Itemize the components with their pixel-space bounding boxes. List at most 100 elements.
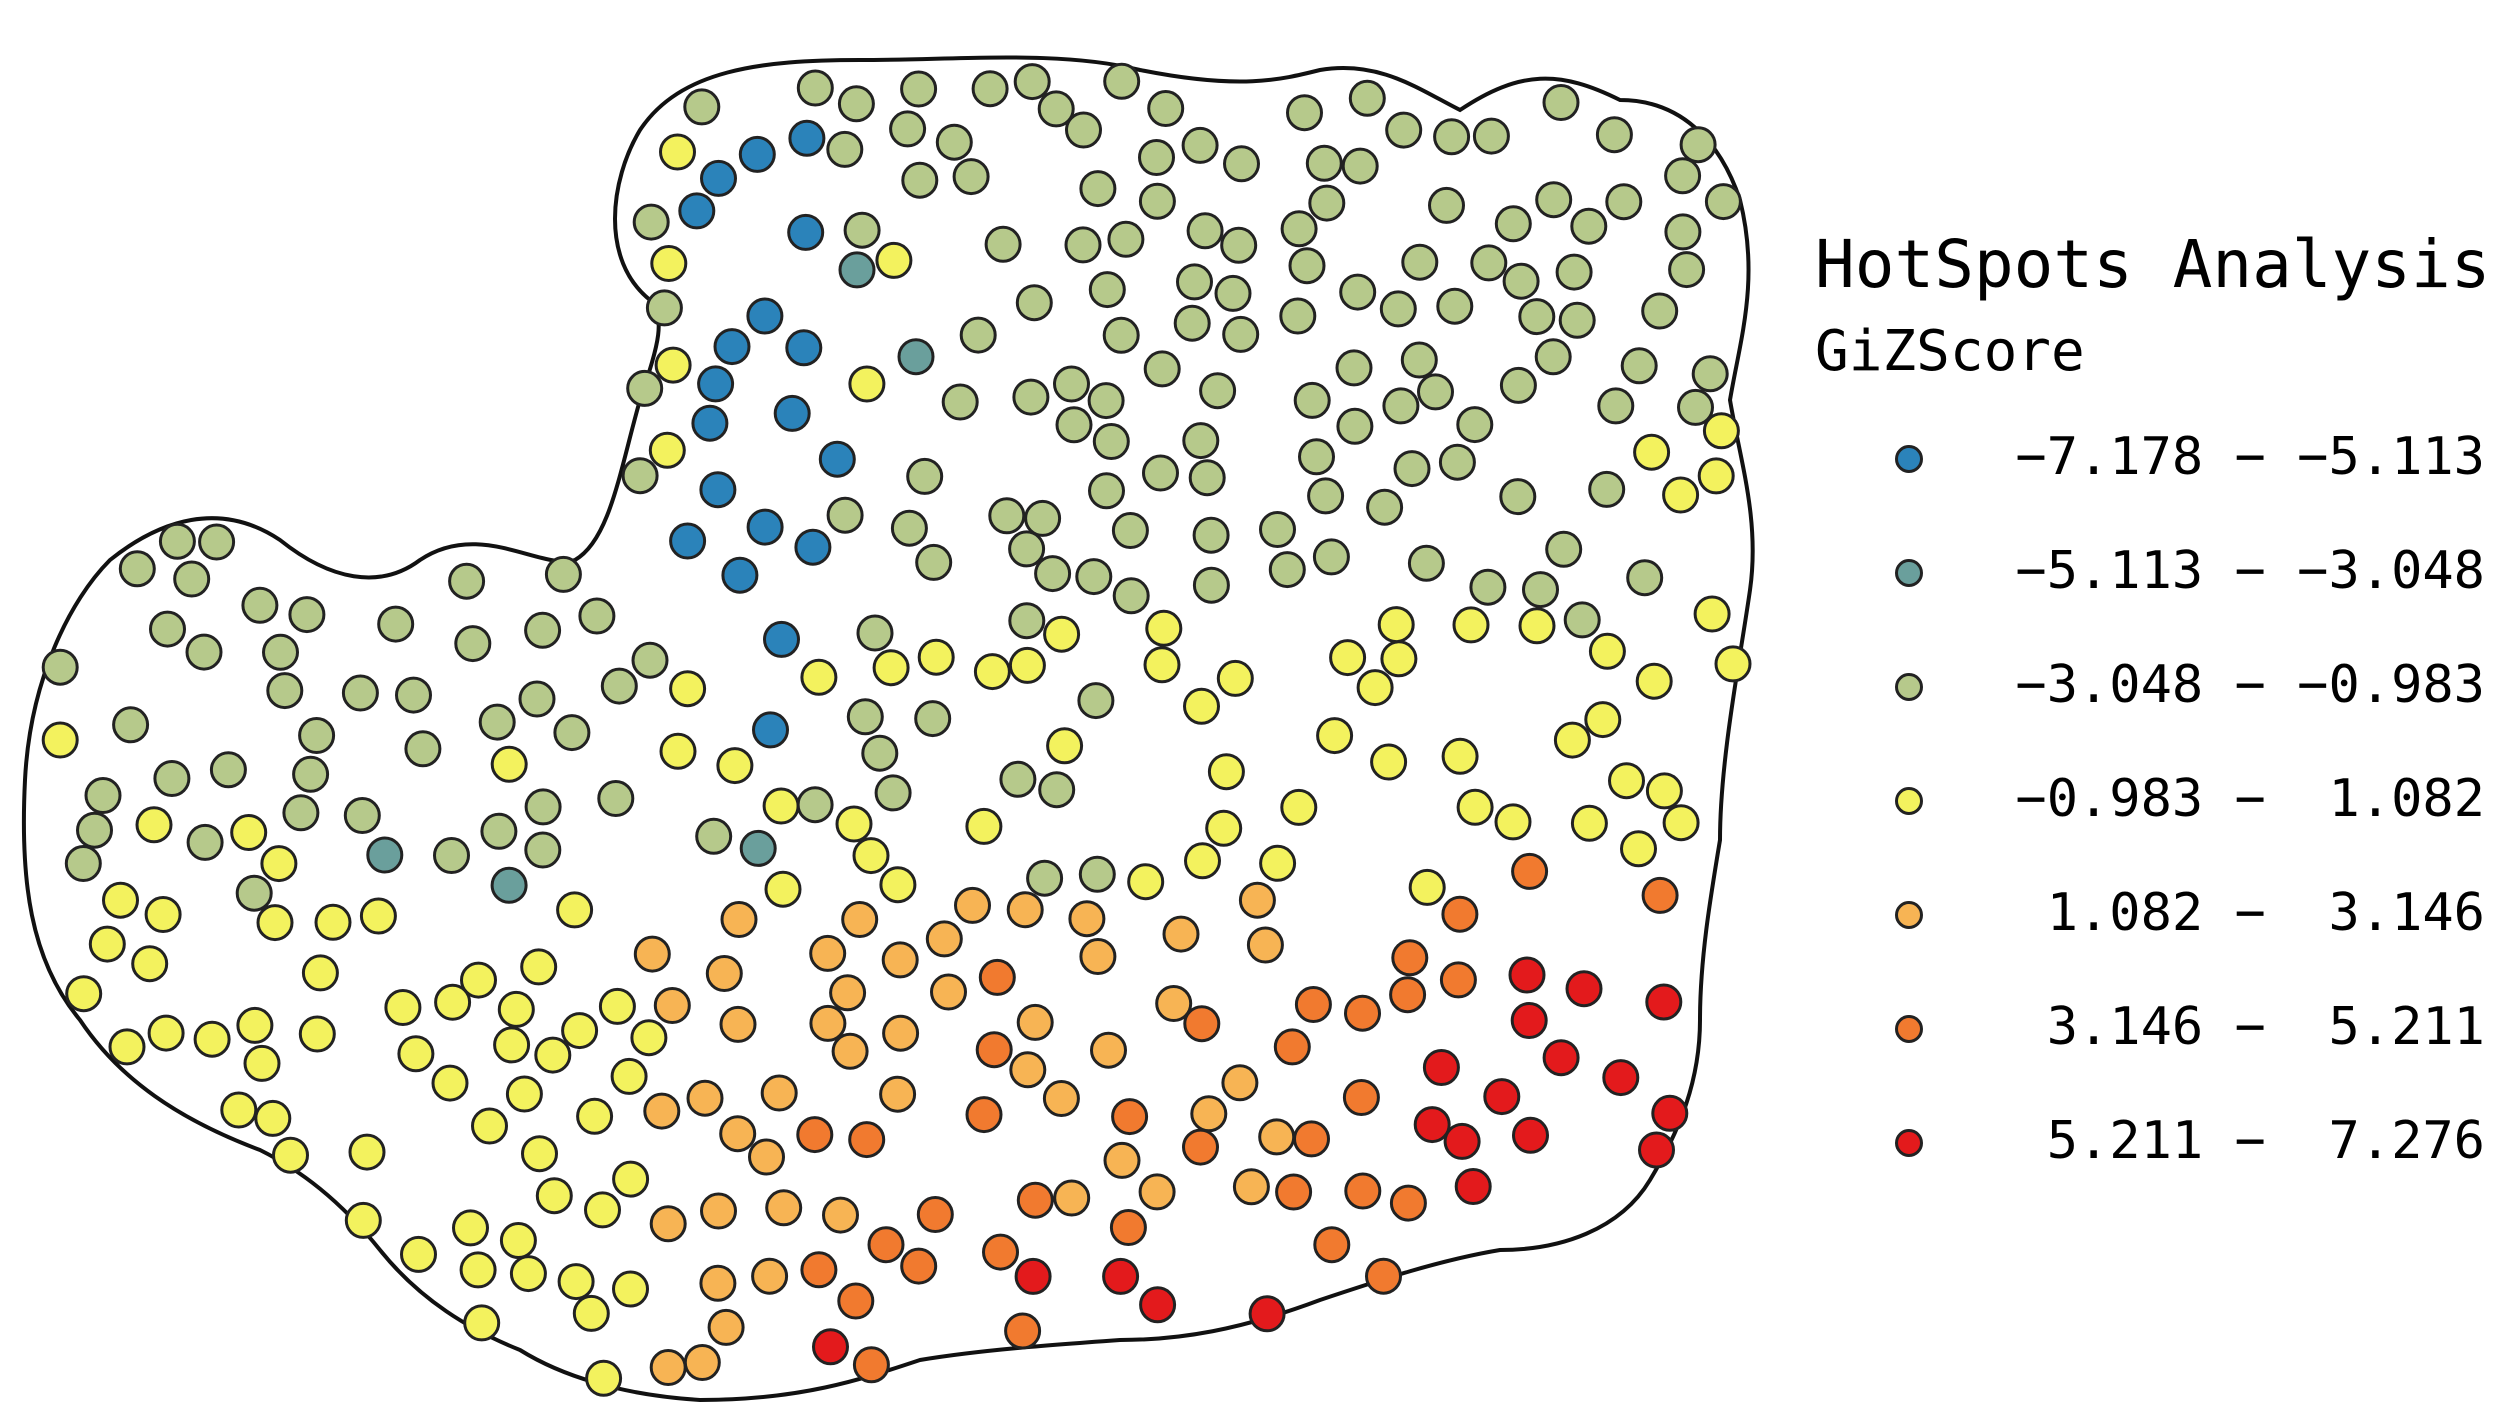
hotspot-point <box>1183 1005 1221 1043</box>
hotspot-point <box>1173 304 1211 342</box>
hotspot-point <box>404 730 442 768</box>
hotspot-point <box>41 648 79 686</box>
hotspot-point <box>1401 243 1439 281</box>
hotspot-point <box>1441 895 1479 933</box>
hotspot-point <box>1510 1002 1548 1039</box>
hotspot-point <box>193 1020 231 1058</box>
hotspot-point <box>1103 62 1141 100</box>
hotspot-point <box>1053 365 1090 403</box>
hotspot-point <box>463 1304 501 1342</box>
hotspot-point <box>856 614 894 652</box>
hotspot-point <box>848 1121 886 1159</box>
hotspot-point <box>108 1028 146 1066</box>
hotspot-point <box>1013 63 1051 101</box>
hotspot-point <box>973 653 1011 691</box>
hotspot-point <box>1034 555 1072 593</box>
hotspot-point <box>1620 830 1657 868</box>
legend-label: 1.082 − 3.146 <box>2015 883 2485 943</box>
hotspot-point <box>262 633 299 671</box>
hotspot-point <box>649 1349 687 1386</box>
hotspot-point <box>377 605 415 643</box>
hotspot-point <box>1677 388 1714 426</box>
hotspot-point <box>765 1189 803 1227</box>
hotspot-point <box>874 774 912 812</box>
hotspot-point <box>881 941 919 979</box>
hotspot-point <box>1470 244 1508 282</box>
hotspot-point <box>1316 717 1354 755</box>
hotspot-point <box>1662 476 1700 514</box>
hotspot-point <box>952 158 990 196</box>
hotspot-point <box>112 706 150 744</box>
hotspot-point <box>1565 970 1603 1008</box>
hotspot-point <box>1439 961 1477 999</box>
hotspot-point <box>1651 1094 1689 1132</box>
legend-subtitle: GiZScore <box>1815 319 2085 384</box>
hotspot-point <box>1641 292 1679 330</box>
hotspot-point <box>1697 457 1735 495</box>
hotspot-point <box>1469 568 1507 606</box>
hotspot-point <box>518 680 556 718</box>
hotspot-point <box>1518 298 1556 336</box>
hotspot-point <box>1691 355 1729 393</box>
hotspot-point <box>241 586 279 624</box>
hotspot-point <box>544 555 582 593</box>
hotspot-point <box>1456 406 1494 444</box>
hotspot-point <box>773 394 811 432</box>
hotspot-point <box>752 711 789 749</box>
hotspot-point <box>366 836 404 874</box>
hotspot-point <box>1006 891 1044 929</box>
hotspot-point <box>699 1264 737 1302</box>
hotspot-point <box>1143 350 1181 388</box>
hotspot-point <box>84 777 122 814</box>
hotspot-point <box>1008 602 1046 640</box>
hotspot-point <box>1016 1181 1054 1219</box>
hotspot-point <box>707 1308 745 1346</box>
hotspot-point <box>829 974 867 1012</box>
hotspot-point <box>1068 900 1106 938</box>
hotspot-point <box>1344 994 1381 1032</box>
hotspot-point <box>1668 251 1706 289</box>
hotspot-point <box>598 987 636 1025</box>
hotspot-point <box>1312 538 1350 576</box>
hotspot-point <box>1092 423 1130 460</box>
hotspot-point <box>1042 1080 1080 1117</box>
hotspot-point <box>1248 1295 1286 1333</box>
hotspot-point <box>452 1209 489 1247</box>
hotspot-point <box>209 751 247 789</box>
legend-label: −7.178 − −5.113 <box>2015 427 2485 487</box>
hotspot-point <box>534 1036 572 1074</box>
hotspot-point <box>1246 926 1284 964</box>
hotspot-point <box>1366 488 1404 526</box>
hotspot-point <box>700 159 737 197</box>
hotspot-point <box>1102 1257 1140 1295</box>
hotspot-point <box>1288 247 1326 285</box>
legend-swatch-icon <box>1895 787 1923 815</box>
hotspot-point <box>41 721 79 759</box>
hotspot-point <box>686 1079 724 1117</box>
hotspot-point <box>1109 1209 1147 1246</box>
hotspot-point <box>621 457 659 495</box>
hotspot-point <box>490 866 528 904</box>
hotspot-point <box>1483 1078 1521 1116</box>
hotspot-point <box>1534 338 1572 376</box>
hotspot-point <box>459 1251 497 1289</box>
hotspot-point <box>471 1107 508 1145</box>
hotspot-point <box>314 903 352 941</box>
hotspot-point <box>915 543 953 581</box>
hotspot-point <box>1313 1226 1351 1264</box>
hotspot-point <box>1344 1172 1382 1210</box>
hotspot-point <box>1008 530 1046 568</box>
hotspot-point <box>763 620 800 658</box>
hotspot-point <box>576 1097 614 1135</box>
hotspot-point <box>719 1005 757 1043</box>
hotspot-point <box>1553 721 1591 759</box>
hotspot-point <box>1522 571 1559 609</box>
hotspot-point <box>1008 646 1046 684</box>
hotspot-point <box>1704 183 1742 221</box>
legend-swatch-icon <box>1895 1015 1923 1043</box>
hotspot-point <box>1220 226 1258 264</box>
hotspot-point <box>1635 662 1673 700</box>
hotspot-point <box>1012 378 1050 416</box>
hotspot-point <box>1009 1051 1047 1089</box>
hotspot-point <box>764 870 802 908</box>
